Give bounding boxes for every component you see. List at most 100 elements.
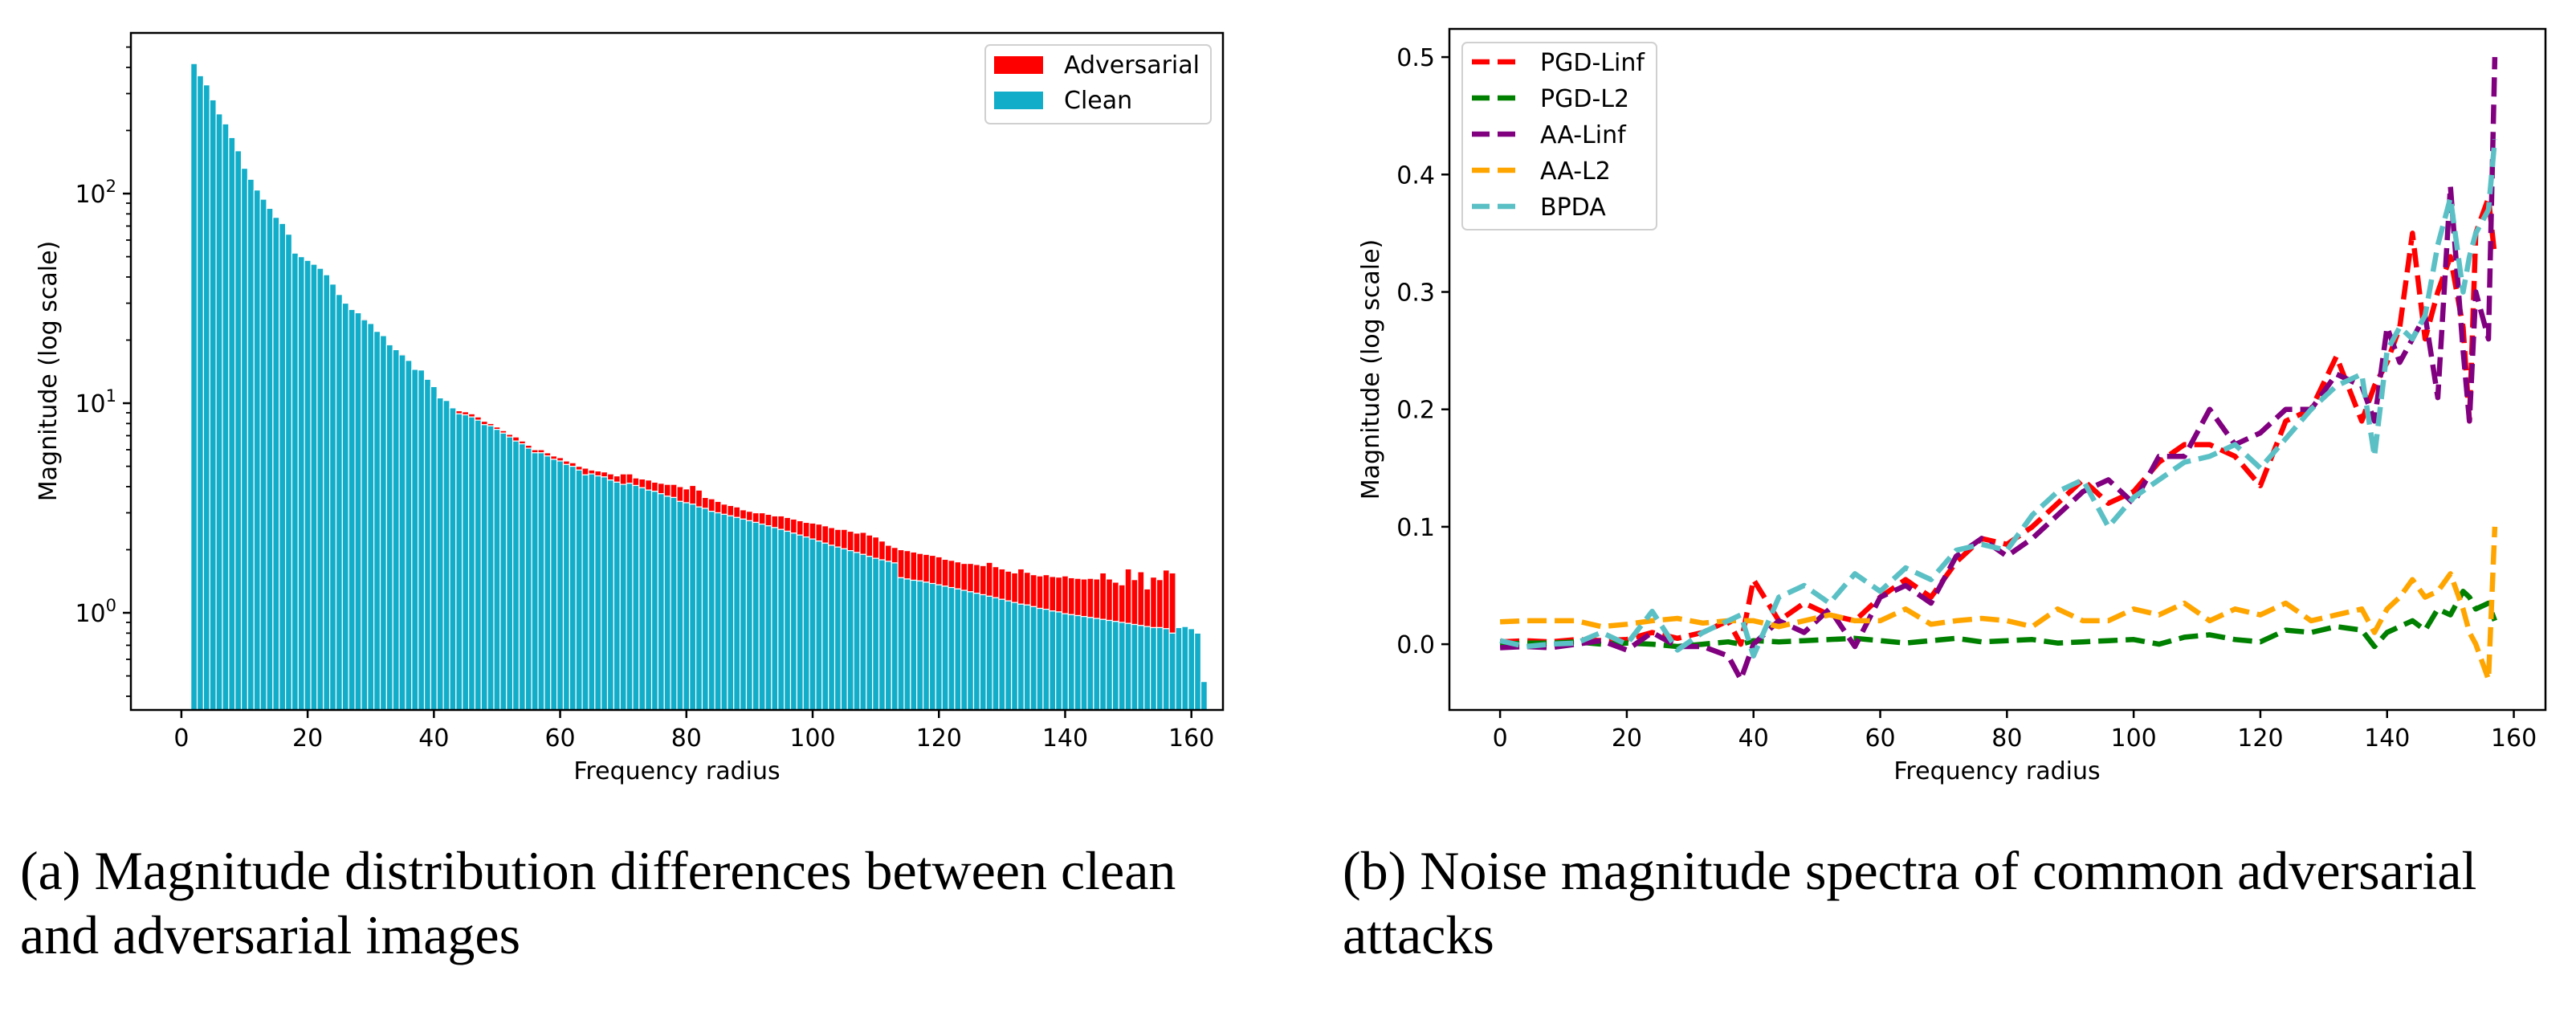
bar-adversarial xyxy=(601,471,609,478)
bar-clean xyxy=(196,75,205,711)
legend-label-pgd-l2: PGD-L2 xyxy=(1540,85,1629,113)
bar-clean xyxy=(234,150,243,711)
y-tick-label: 0.0 xyxy=(1396,631,1435,659)
caption-b: (b) Noise magnitude spectra of common ad… xyxy=(1343,838,2476,967)
bar-clean xyxy=(727,515,735,711)
bar-clean xyxy=(689,504,697,711)
bar-clean xyxy=(537,452,545,711)
bar-adversarial xyxy=(1149,577,1158,629)
x-tick-label: 120 xyxy=(916,724,962,753)
y-axis-label: Magnitude (log scale) xyxy=(1357,239,1385,500)
bar-clean xyxy=(361,319,369,711)
legend-label-aa-l2: AA-L2 xyxy=(1540,157,1611,186)
bar-clean xyxy=(733,516,741,711)
legend: PGD-Linf PGD-L2 AA-Linf AA-L2 BPDA xyxy=(1461,42,1657,230)
bar-clean xyxy=(1029,606,1037,711)
bar-clean xyxy=(531,452,539,711)
bar-adversarial xyxy=(872,536,880,559)
legend-label-bpda: BPDA xyxy=(1540,194,1606,222)
bar-adversarial xyxy=(632,477,640,487)
bar-adversarial xyxy=(638,478,646,488)
x-tick-label: 80 xyxy=(1991,724,2022,753)
bar-clean xyxy=(777,528,785,711)
bar-clean xyxy=(626,483,634,711)
bar-adversarial xyxy=(916,553,924,581)
bar-adversarial xyxy=(941,558,949,587)
bar-clean xyxy=(1181,626,1189,711)
bar-clean xyxy=(859,553,867,711)
caption-a-line2: and adversarial images xyxy=(20,904,521,965)
legend-label-aa-linf: AA-Linf xyxy=(1540,121,1627,149)
bar-clean xyxy=(1111,621,1119,711)
bar-clean xyxy=(1118,622,1126,711)
bar-clean xyxy=(449,407,457,711)
bar-adversarial xyxy=(676,486,684,502)
bar-clean xyxy=(474,419,482,711)
bar-clean xyxy=(1067,614,1075,711)
bar-adversarial xyxy=(1042,573,1050,610)
x-tick-label: 120 xyxy=(2237,724,2283,753)
bar-clean xyxy=(329,284,337,711)
bar-clean xyxy=(720,513,728,711)
x-tick-label: 40 xyxy=(418,724,449,753)
bar-clean xyxy=(1011,602,1019,711)
x-tick-label: 60 xyxy=(1865,724,1895,753)
bar-clean xyxy=(480,424,488,711)
bar-adversarial xyxy=(834,528,842,548)
bar-clean xyxy=(1074,614,1082,711)
caption-a-line1: (a) Magnitude distribution differences b… xyxy=(20,840,1176,901)
bar-clean xyxy=(215,113,223,711)
bar-clean xyxy=(354,312,362,711)
bar-adversarial xyxy=(714,500,722,514)
bar-clean xyxy=(645,489,653,711)
bar-clean xyxy=(341,302,349,711)
bar-adversarial xyxy=(1067,577,1075,615)
legend-label-clean: Clean xyxy=(1064,87,1132,115)
bar-clean xyxy=(650,491,659,711)
bar-adversarial xyxy=(992,565,1000,598)
bar-adversarial xyxy=(1036,575,1044,610)
bar-clean xyxy=(1124,622,1132,711)
bar-clean xyxy=(442,400,450,711)
bar-adversarial xyxy=(866,534,874,557)
bar-clean xyxy=(663,496,671,711)
caption-a: (a) Magnitude distribution differences b… xyxy=(20,838,1176,967)
bar-clean xyxy=(1080,616,1088,711)
bar-clean xyxy=(544,455,552,711)
bar-adversarial xyxy=(1074,577,1082,617)
bar-clean xyxy=(992,597,1000,711)
bar-clean xyxy=(789,532,797,711)
bar-adversarial xyxy=(581,467,589,475)
bar-adversarial xyxy=(1168,572,1176,634)
bar-clean xyxy=(436,397,444,711)
bar-clean xyxy=(683,502,691,711)
bar-adversarial xyxy=(594,470,602,477)
bar-clean xyxy=(1143,626,1151,711)
bar-adversarial xyxy=(1086,577,1094,618)
bar-clean xyxy=(1156,626,1164,711)
bar-clean xyxy=(228,137,236,711)
bar-clean xyxy=(190,63,198,711)
bar-clean xyxy=(840,548,848,711)
bar-clean xyxy=(1017,603,1025,711)
bar-clean xyxy=(846,550,854,711)
bar-clean xyxy=(455,413,463,711)
bar-clean xyxy=(872,557,880,711)
axes-frame xyxy=(1448,27,2547,712)
bar-adversarial xyxy=(954,561,962,589)
bar-clean xyxy=(979,594,987,711)
bar-adversarial xyxy=(707,498,715,512)
bar-adversarial xyxy=(550,455,558,460)
bar-clean xyxy=(518,443,526,711)
bar-clean xyxy=(335,294,343,711)
bar-adversarial xyxy=(1017,568,1025,605)
x-tick-label: 160 xyxy=(1168,724,1214,753)
x-axis-label: Frequency radius xyxy=(573,757,780,785)
bar-clean xyxy=(935,584,943,711)
bar-adversarial xyxy=(663,483,671,497)
bar-adversarial xyxy=(701,496,709,509)
bar-clean xyxy=(784,530,792,711)
bar-adversarial xyxy=(853,532,861,553)
bar-adversarial xyxy=(789,518,797,534)
bar-adversarial xyxy=(752,512,760,524)
